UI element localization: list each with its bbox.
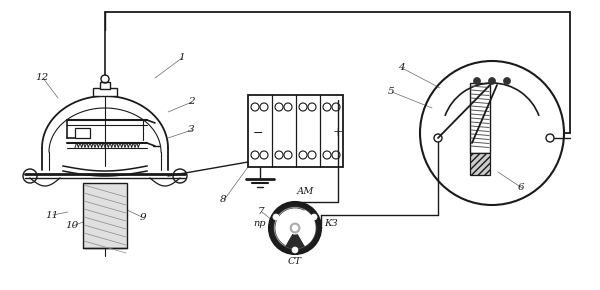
Text: +: + — [333, 126, 344, 139]
Text: 12: 12 — [35, 73, 48, 82]
Text: 10: 10 — [65, 222, 78, 231]
Text: пр: пр — [254, 218, 266, 227]
Circle shape — [274, 207, 316, 249]
Text: 11: 11 — [45, 211, 58, 220]
Circle shape — [273, 214, 279, 220]
Bar — [83, 183, 127, 248]
Text: 8: 8 — [220, 195, 227, 204]
Text: 9: 9 — [140, 213, 146, 222]
Text: АМ: АМ — [297, 188, 314, 197]
Bar — [470, 153, 490, 175]
Text: −: − — [253, 126, 263, 139]
Text: КЗ: КЗ — [324, 218, 338, 227]
Text: 5: 5 — [388, 88, 395, 97]
Text: 2: 2 — [188, 97, 194, 106]
Polygon shape — [295, 211, 315, 245]
Text: 3: 3 — [188, 126, 194, 135]
Text: 1: 1 — [178, 53, 185, 63]
Circle shape — [292, 247, 298, 253]
Circle shape — [503, 77, 511, 84]
Bar — [75, 128, 90, 138]
Bar — [248, 95, 343, 167]
Circle shape — [311, 214, 317, 220]
Text: 4: 4 — [398, 64, 404, 72]
Circle shape — [488, 77, 496, 84]
Bar — [470, 83, 490, 153]
Text: СТ: СТ — [288, 258, 302, 267]
Polygon shape — [275, 208, 305, 245]
Bar — [93, 88, 117, 96]
Circle shape — [289, 222, 301, 234]
Circle shape — [292, 225, 298, 231]
Text: 7: 7 — [258, 208, 265, 217]
Circle shape — [269, 202, 321, 254]
Bar — [100, 82, 110, 89]
Text: 6: 6 — [518, 184, 524, 193]
Circle shape — [473, 77, 481, 84]
